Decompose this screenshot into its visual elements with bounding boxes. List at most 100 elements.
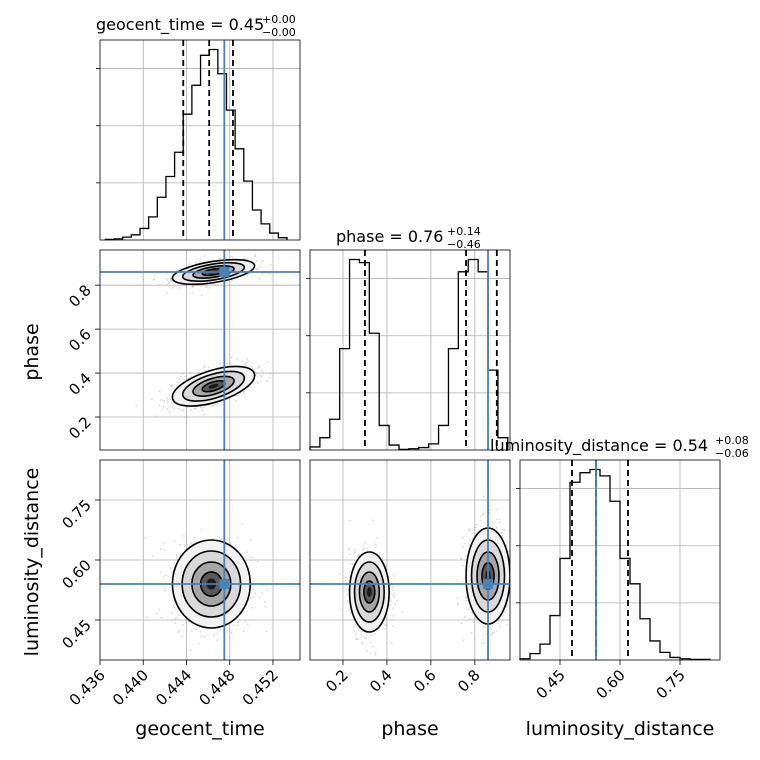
- sample-point: [163, 586, 166, 589]
- sample-point: [392, 589, 394, 592]
- sample-point: [190, 542, 192, 545]
- sample-point: [254, 592, 256, 595]
- sample-point: [235, 257, 238, 260]
- title-phase: phase = 0.76: [336, 227, 443, 246]
- contour-1: [181, 261, 246, 283]
- sample-point: [354, 549, 356, 552]
- ytick-label-luminosity-distance: 0.75: [58, 496, 94, 532]
- sample-point: [372, 519, 374, 522]
- sample-point: [201, 409, 204, 412]
- sample-point: [366, 650, 369, 653]
- xtick-label-phase: 0.6: [410, 666, 440, 696]
- sample-point: [159, 399, 162, 401]
- sample-point: [389, 603, 391, 606]
- sample-point: [269, 373, 271, 375]
- sample-point: [469, 528, 472, 531]
- sample-point: [211, 259, 214, 261]
- sample-point: [173, 606, 176, 609]
- sample-point: [144, 536, 147, 539]
- xtick-label-geocent-time: 0.448: [195, 666, 238, 709]
- sample-point: [174, 622, 177, 624]
- sample-point: [162, 542, 165, 545]
- sample-point: [376, 536, 379, 539]
- sample-point: [348, 519, 351, 522]
- sample-point: [479, 515, 482, 518]
- sample-point: [273, 372, 276, 375]
- sample-point: [246, 361, 249, 364]
- xtick-label-geocent-time: 0.440: [109, 666, 152, 709]
- ytick-label-phase: 0.6: [65, 325, 95, 355]
- panel-frame-geocent-time-vs-phase: [99, 249, 301, 451]
- sample-point: [200, 294, 203, 297]
- sample-point: [203, 413, 206, 416]
- sample-point: [225, 362, 228, 365]
- sample-point: [174, 617, 177, 620]
- sample-point: [366, 547, 369, 550]
- sample-point: [460, 622, 463, 625]
- sample-point: [181, 635, 183, 638]
- sample-point: [194, 407, 196, 410]
- sample-point: [229, 541, 232, 544]
- sample-point: [184, 375, 187, 378]
- title-phase-minus: −0.46: [447, 238, 481, 251]
- sample-point: [348, 546, 351, 549]
- sample-point: [178, 378, 181, 381]
- sample-point: [348, 553, 351, 556]
- sample-point: [261, 369, 263, 372]
- sample-point: [506, 603, 509, 606]
- sample-point: [515, 648, 517, 650]
- grid-geocent-time-vs-phase: [100, 250, 300, 450]
- sample-point: [390, 600, 392, 602]
- sample-point: [185, 286, 188, 288]
- sample-point: [181, 623, 184, 626]
- sample-point: [491, 521, 494, 524]
- sample-point: [489, 509, 491, 512]
- sample-point: [464, 616, 466, 619]
- sample-point: [177, 381, 180, 384]
- sample-point: [266, 361, 269, 363]
- sample-point: [215, 632, 218, 635]
- sample-point: [353, 630, 356, 632]
- sample-point: [199, 406, 202, 408]
- sample-point: [351, 618, 354, 621]
- sample-point: [356, 555, 359, 557]
- sample-point: [468, 617, 471, 620]
- xtick-label-geocent-time: 0.444: [152, 666, 195, 709]
- sample-point: [220, 403, 223, 406]
- ylabel-phase: phase: [21, 323, 43, 380]
- sample-point: [463, 542, 466, 545]
- sample-point: [490, 634, 493, 636]
- sample-point: [396, 599, 399, 602]
- sample-point: [505, 544, 508, 547]
- sample-point: [169, 279, 172, 282]
- sample-point: [253, 578, 256, 581]
- sample-point: [162, 576, 165, 578]
- sample-point: [347, 548, 350, 551]
- density-level-4: [366, 587, 372, 597]
- sample-point: [351, 563, 354, 566]
- sample-point: [145, 616, 148, 618]
- sample-point: [469, 539, 472, 542]
- sample-point: [194, 261, 197, 264]
- title-phase-plus: +0.14: [447, 225, 481, 238]
- sample-point: [370, 634, 372, 637]
- sample-point: [175, 554, 178, 556]
- sample-point: [364, 541, 366, 544]
- sample-point: [506, 623, 509, 626]
- sample-point: [177, 408, 180, 410]
- sample-point: [495, 526, 498, 529]
- sample-point: [207, 404, 210, 407]
- panel-frame-hist-phase: [309, 249, 511, 451]
- sample-point: [459, 557, 462, 559]
- sample-point: [495, 518, 498, 521]
- sample-point: [246, 359, 249, 362]
- sample-point: [172, 604, 175, 607]
- sample-point: [203, 406, 206, 408]
- sample-point: [462, 536, 465, 539]
- sample-point: [246, 274, 249, 277]
- sample-point: [498, 625, 501, 628]
- sample-point: [346, 593, 348, 596]
- sample-point: [179, 543, 182, 546]
- sample-point: [479, 519, 482, 522]
- sample-point: [183, 408, 185, 411]
